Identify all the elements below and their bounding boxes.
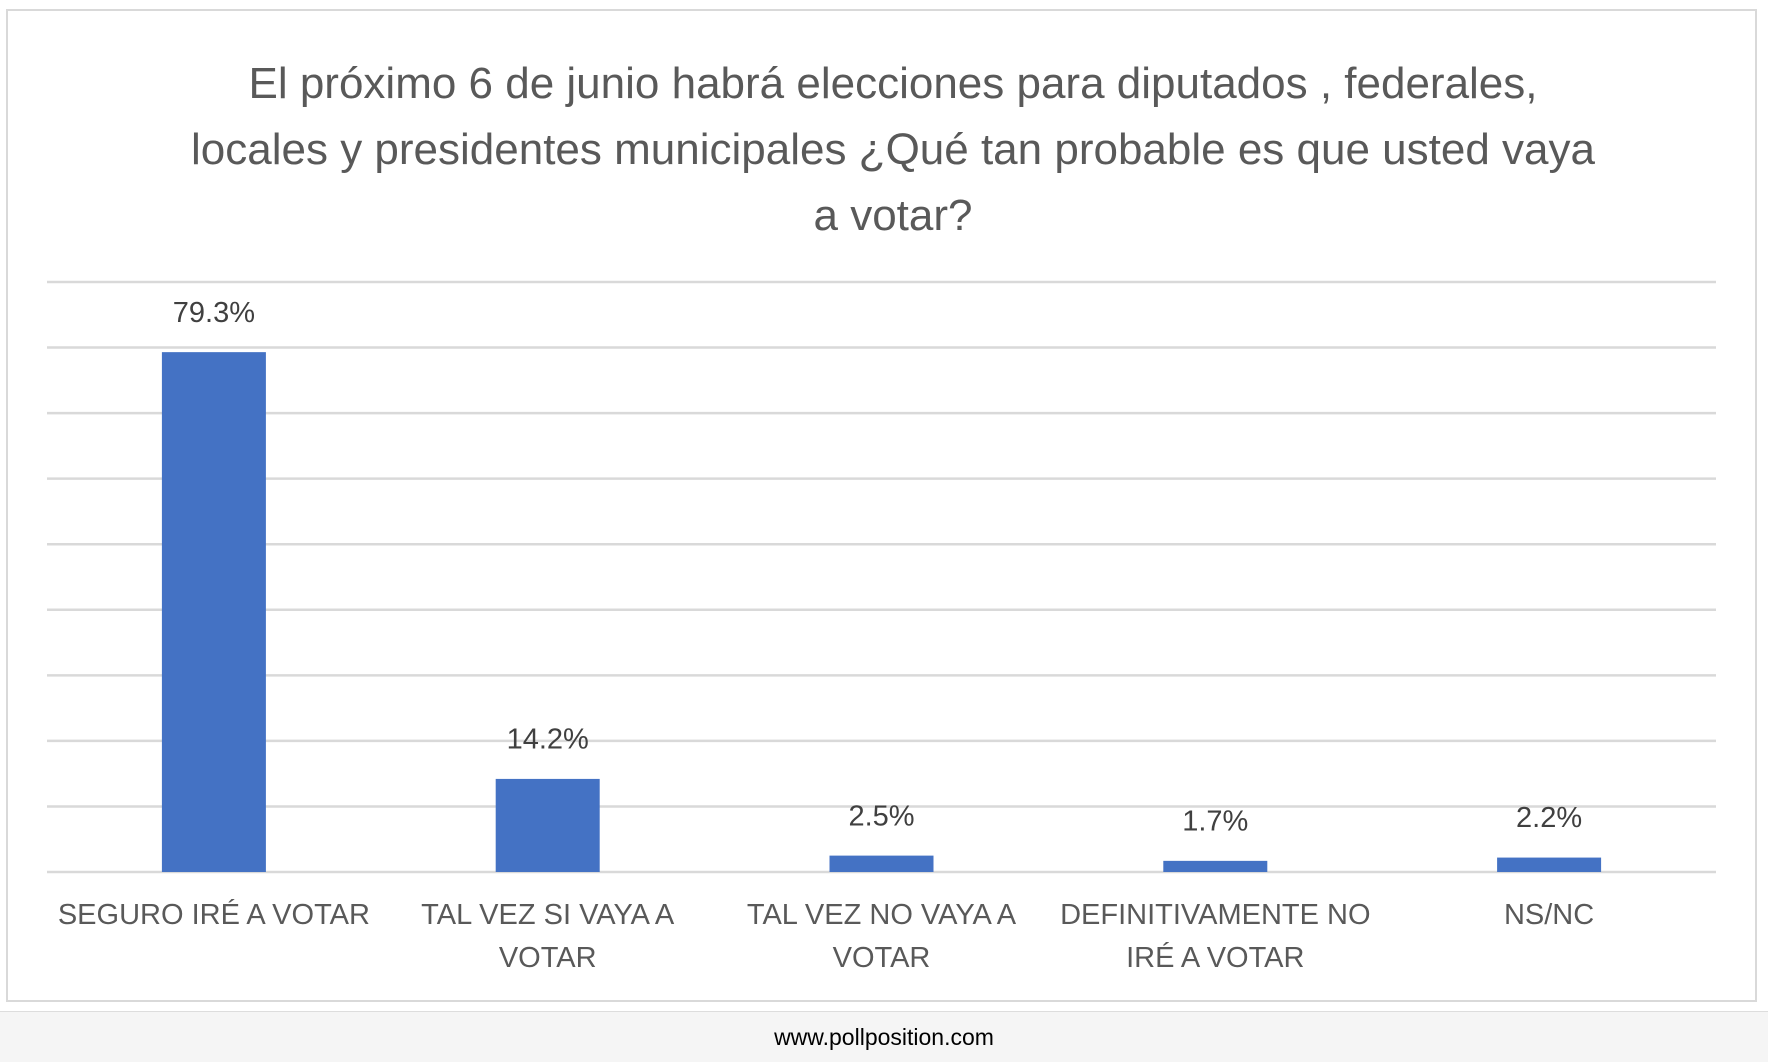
footer: www.pollposition.com — [0, 1011, 1768, 1062]
x-tick-label-box: TAL VEZ NO VAYA A VOTAR — [746, 899, 1017, 974]
data-label: 79.3% — [173, 297, 255, 329]
x-tick-label-box: SEGURO IRÉ A VOTAR — [57, 899, 370, 931]
x-tick-label-box: DEFINITIVAMENTE NO IRÉ A VOTAR — [1060, 899, 1371, 974]
bar — [161, 352, 266, 873]
x-tick-label-box: NS/NC — [1503, 899, 1595, 931]
bar — [495, 778, 600, 872]
data-label: 1.7% — [1182, 806, 1248, 838]
chart-title: El próximo 6 de junio habrá elecciones p… — [191, 59, 1595, 240]
data-label: 2.5% — [848, 800, 914, 832]
data-label: 2.2% — [1516, 802, 1582, 834]
x-tick-label: SEGURO IRÉ A VOTAR — [57, 899, 370, 931]
chart-frame: El próximo 6 de junio habrá elecciones p… — [6, 9, 1757, 1002]
bar — [1497, 857, 1602, 872]
bar — [829, 855, 934, 872]
x-tick-label: TAL VEZ SI VAYA A VOTAR — [421, 899, 675, 974]
x-tick-label: NS/NC — [1503, 899, 1595, 931]
data-label: 14.2% — [507, 724, 589, 756]
x-tick-label: DEFINITIVAMENTE NO IRÉ A VOTAR — [1060, 899, 1371, 974]
bar — [1163, 860, 1268, 872]
chart: 79.3% SEGURO IRÉ A VOTAR 14.2% TAL VEZ SI V… — [47, 280, 1716, 974]
x-tick-label: TAL VEZ NO VAYA A VOTAR — [746, 899, 1017, 974]
x-tick-label-box: TAL VEZ SI VAYA A VOTAR — [421, 899, 675, 974]
